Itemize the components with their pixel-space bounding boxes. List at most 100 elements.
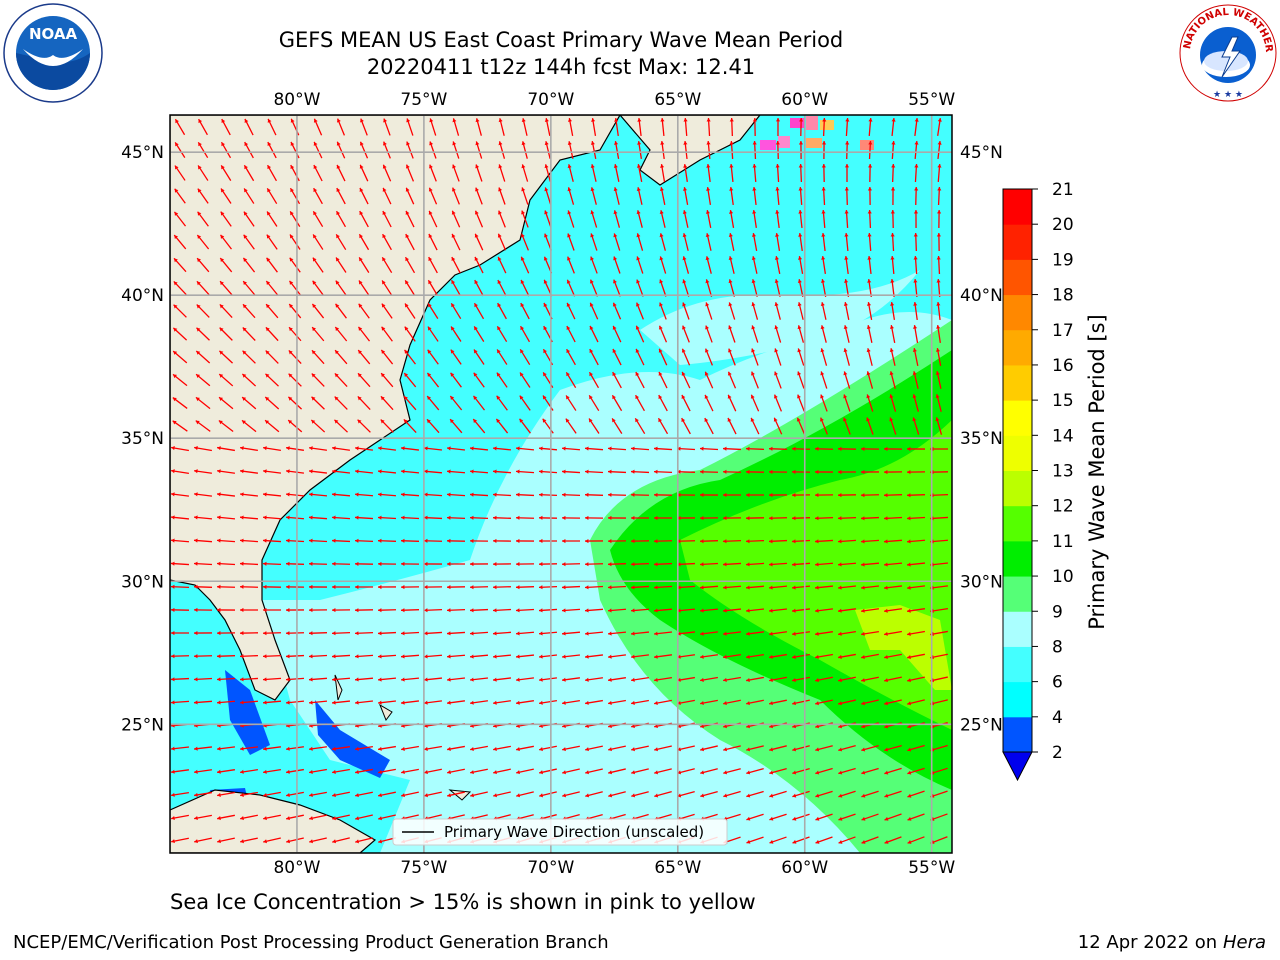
wave-arrowhead bbox=[562, 562, 566, 567]
wave-arrowhead bbox=[746, 816, 751, 821]
wave-arrowhead bbox=[335, 303, 340, 308]
wave-arrowhead bbox=[590, 187, 595, 192]
wave-arrowhead bbox=[723, 770, 728, 775]
wave-arrowhead bbox=[843, 417, 847, 422]
wave-arrowhead bbox=[382, 187, 387, 192]
colorbar-tick-label: 10 bbox=[1052, 567, 1074, 587]
wave-arrowhead bbox=[705, 279, 710, 284]
wave-arrowhead bbox=[286, 607, 290, 613]
wave-arrowhead bbox=[424, 469, 428, 474]
wave-arrowhead bbox=[838, 585, 842, 590]
wave-arrowhead bbox=[769, 724, 774, 729]
wave-arrowhead bbox=[907, 840, 912, 844]
wave-arrowhead bbox=[289, 280, 294, 285]
wave-arrowhead bbox=[516, 515, 520, 520]
wave-arrowhead bbox=[775, 210, 780, 214]
wave-arrowhead bbox=[381, 349, 386, 354]
wave-arrowhead bbox=[861, 701, 866, 706]
wave-arrowhead bbox=[631, 492, 635, 497]
period-2-4-region bbox=[225, 670, 270, 755]
wave-arrowhead bbox=[497, 326, 501, 331]
colorbar-segment bbox=[1003, 294, 1032, 331]
wave-arrowhead bbox=[470, 793, 475, 798]
wave-arrowhead bbox=[240, 607, 244, 613]
wave-arrowhead bbox=[378, 654, 382, 659]
lon-label-top: 55°W bbox=[908, 90, 955, 110]
wave-arrowhead bbox=[539, 469, 543, 474]
wave-arrowhead bbox=[613, 210, 618, 215]
colorbar-tick-label: 19 bbox=[1052, 250, 1074, 270]
wave-arrowhead bbox=[838, 770, 843, 775]
wave-arrowhead bbox=[240, 584, 244, 589]
nws-logo: NATIONAL WEATHER SERVICE ★ ★ ★ bbox=[1178, 3, 1277, 102]
wave-arrowhead bbox=[704, 348, 709, 353]
wave-arrowhead bbox=[332, 469, 336, 474]
wave-arrowhead bbox=[520, 326, 525, 331]
wave-arrowhead bbox=[383, 118, 388, 123]
colorbar-segment bbox=[1003, 364, 1032, 401]
wave-arrowhead bbox=[240, 515, 244, 520]
wave-arrowhead bbox=[608, 770, 613, 775]
colorbar-tick-label: 14 bbox=[1052, 426, 1074, 446]
wave-arrowhead bbox=[267, 211, 271, 216]
wave-arrowhead bbox=[217, 839, 221, 844]
wave-arrowhead bbox=[815, 770, 820, 775]
wave-arrowhead bbox=[700, 608, 704, 613]
wave-arrowhead bbox=[240, 792, 244, 797]
wave-arrowhead bbox=[312, 327, 316, 332]
wave-arrowhead bbox=[336, 118, 341, 123]
wave-arrowhead bbox=[171, 515, 175, 520]
wave-arrowhead bbox=[654, 631, 658, 636]
wave-arrowhead bbox=[838, 446, 842, 451]
wave-arrowhead bbox=[660, 141, 665, 145]
wave-arrowhead bbox=[539, 747, 543, 752]
wave-arrowhead bbox=[309, 654, 313, 659]
wave-arrowhead bbox=[815, 701, 819, 706]
wave-arrowhead bbox=[194, 792, 198, 797]
wave-arrowhead bbox=[867, 233, 872, 237]
wave-arrowhead bbox=[884, 516, 888, 521]
wave-arrowhead bbox=[336, 164, 341, 169]
wave-arrowhead bbox=[567, 210, 572, 215]
wave-arrowhead bbox=[608, 654, 612, 659]
wave-arrowhead bbox=[838, 631, 842, 636]
wave-arrowhead bbox=[729, 187, 734, 191]
wave-arrowhead bbox=[355, 584, 359, 590]
wave-arrowhead bbox=[821, 164, 826, 168]
wave-arrowhead bbox=[868, 118, 873, 122]
wave-arrowhead bbox=[658, 395, 663, 400]
wave-arrowhead bbox=[612, 302, 617, 307]
wave-arrowhead bbox=[516, 631, 520, 636]
wave-arrowhead bbox=[521, 187, 526, 192]
wave-arrowhead bbox=[815, 839, 820, 844]
wave-arrowhead bbox=[378, 769, 382, 775]
wave-arrowhead bbox=[382, 211, 387, 215]
wave-arrowhead bbox=[473, 395, 478, 400]
wave-arrowhead bbox=[286, 769, 290, 774]
wave-arrowhead bbox=[815, 654, 819, 659]
wave-arrowhead bbox=[358, 350, 363, 355]
wave-arrowhead bbox=[562, 608, 566, 613]
wave-arrowhead bbox=[521, 210, 526, 215]
wave-arrowhead bbox=[470, 746, 474, 752]
wave-arrowhead bbox=[428, 233, 433, 238]
wave-arrowhead bbox=[659, 187, 664, 191]
wave-arrowhead bbox=[798, 164, 803, 168]
wave-arrowhead bbox=[913, 233, 918, 237]
wave-arrowhead bbox=[217, 492, 221, 497]
wave-arrowhead bbox=[173, 281, 178, 286]
wave-arrowhead bbox=[935, 348, 941, 352]
wave-arrowhead bbox=[838, 724, 843, 729]
wave-arrowhead bbox=[705, 325, 710, 330]
wave-arrowhead bbox=[890, 210, 895, 214]
lon-label-top: 70°W bbox=[527, 90, 574, 110]
wave-arrowhead bbox=[861, 585, 865, 590]
wave-arrowhead bbox=[585, 654, 589, 659]
wave-arrowhead bbox=[240, 469, 244, 474]
wave-arrowhead bbox=[289, 327, 293, 332]
wave-arrowhead bbox=[290, 211, 294, 216]
wave-arrowhead bbox=[240, 631, 244, 636]
wave-arrowhead bbox=[565, 418, 570, 423]
colorbar-segment bbox=[1003, 189, 1032, 225]
wave-arrowhead bbox=[591, 118, 596, 122]
